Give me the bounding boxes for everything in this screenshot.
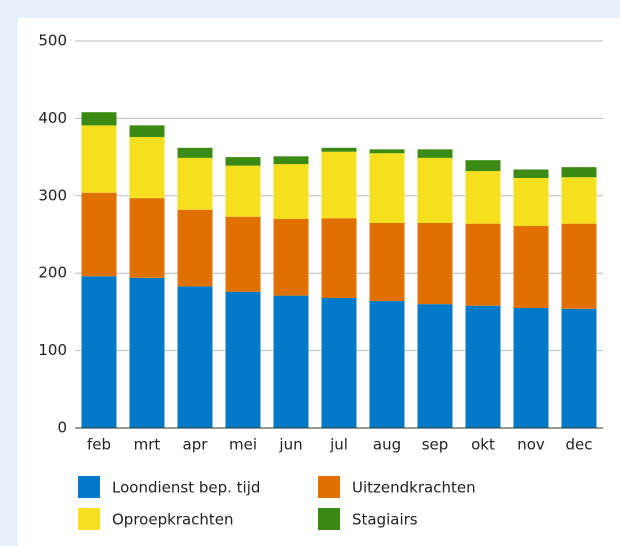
- bar-segment: [465, 223, 501, 306]
- bar-segment: [225, 157, 261, 166]
- bar-segment: [369, 222, 405, 302]
- legend-label: Stagiairs: [352, 511, 418, 529]
- bar-segment: [321, 151, 357, 219]
- x-tick-label: nov: [517, 436, 545, 454]
- x-tick-label: dec: [566, 436, 593, 454]
- bar-segment: [561, 223, 597, 309]
- bar-segment: [465, 160, 501, 172]
- bar-segment: [273, 219, 309, 296]
- bar-segment: [417, 157, 453, 223]
- bar-segment: [129, 198, 165, 278]
- x-tick-label: mrt: [134, 436, 161, 454]
- y-tick-label: 400: [38, 109, 67, 127]
- bar-segment: [465, 171, 501, 224]
- bar-segment: [177, 157, 213, 210]
- bar-segment: [273, 164, 309, 220]
- y-tick-label: 300: [38, 186, 67, 204]
- legend-label: Oproepkrachten: [112, 511, 234, 529]
- bar-segment: [513, 308, 549, 428]
- y-tick-label: 0: [57, 419, 67, 437]
- y-tick-label: 100: [38, 341, 67, 359]
- bar-segment: [273, 295, 309, 428]
- legend-swatch: [318, 508, 340, 530]
- x-tick-label: mei: [229, 436, 257, 454]
- legend-label: Loondienst bep. tijd: [112, 479, 260, 497]
- bar-segment: [369, 149, 405, 154]
- bar-segment: [81, 112, 117, 126]
- bar-segment: [81, 125, 117, 193]
- bar-segment: [81, 276, 117, 428]
- bar-segment: [369, 301, 405, 428]
- bar-segment: [321, 218, 357, 298]
- y-tick-label: 500: [38, 32, 67, 50]
- bar-segment: [561, 308, 597, 428]
- bar-segment: [561, 177, 597, 224]
- bar-segment: [321, 297, 357, 428]
- bar-segment: [321, 147, 357, 152]
- bar-segment: [177, 147, 213, 158]
- bar-segment: [177, 286, 213, 428]
- bar-segment: [81, 192, 117, 277]
- legend-swatch: [78, 476, 100, 498]
- bar-segment: [369, 153, 405, 223]
- bar-segment: [129, 277, 165, 428]
- x-tick-label: feb: [87, 436, 111, 454]
- legend-label: Uitzendkrachten: [352, 479, 476, 497]
- x-tick-label: jul: [329, 436, 348, 454]
- bar-segment: [417, 304, 453, 428]
- bar-segment: [225, 165, 261, 217]
- bar-segment: [561, 167, 597, 178]
- bar-segment: [513, 169, 549, 178]
- bar-segment: [417, 149, 453, 158]
- bar-segment: [177, 209, 213, 287]
- x-tick-label: sep: [422, 436, 449, 454]
- bar-segment: [417, 222, 453, 305]
- bar-segment: [225, 216, 261, 292]
- legend-swatch: [318, 476, 340, 498]
- bar-segment: [225, 291, 261, 428]
- bar-segment: [513, 225, 549, 309]
- x-tick-label: aug: [373, 436, 401, 454]
- x-tick-label: apr: [183, 436, 209, 454]
- x-tick-label: jun: [278, 436, 302, 454]
- bar-segment: [129, 136, 165, 199]
- y-tick-label: 200: [38, 264, 67, 282]
- bar-segment: [465, 305, 501, 428]
- bar-segment: [513, 177, 549, 226]
- legend-swatch: [78, 508, 100, 530]
- x-tick-label: okt: [471, 436, 495, 454]
- bar-segment: [129, 125, 165, 137]
- bar-segment: [273, 156, 309, 165]
